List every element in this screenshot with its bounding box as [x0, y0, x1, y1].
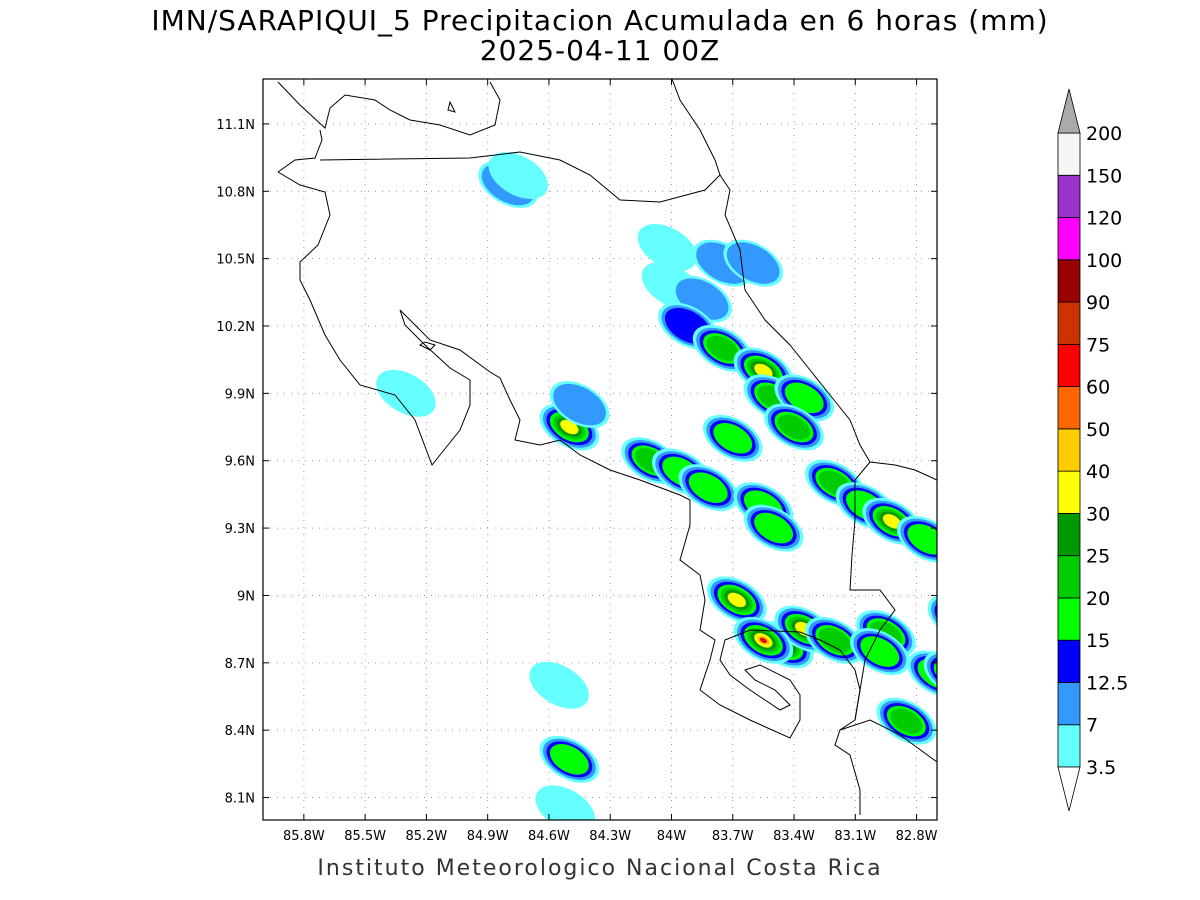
lat-tick-label: 9.9N: [225, 387, 255, 402]
pacific-coast-guanacaste: [277, 171, 861, 815]
colorbar-label: 150: [1086, 165, 1122, 187]
colorbar-segment: [1057, 428, 1081, 472]
colorbar-segment: [1057, 555, 1081, 599]
colorbar-label: 40: [1086, 461, 1110, 483]
coastline-borders: [277, 79, 937, 815]
precip-cell: [784, 382, 824, 414]
colorbar-label: 60: [1086, 377, 1110, 399]
precip-cell: [706, 335, 739, 362]
panama-border: [849, 461, 896, 721]
lat-tick-label: 8.7N: [225, 657, 255, 672]
axis-ticks: 85.8W 85.5W 85.2W 84.9W 84.6W 84.3W 84W 83.7W 83…: [216, 79, 938, 844]
colorbar-segment: [1057, 132, 1081, 176]
lat-tick-label: 8.1N: [225, 792, 255, 807]
lon-tick-label: 85.2W: [405, 829, 447, 844]
precip-cell: [759, 637, 767, 644]
precip-cell: [488, 152, 549, 199]
lat-tick-label: 10.8N: [216, 185, 255, 200]
precip-cell: [860, 636, 900, 667]
lon-tick-label: 85.8W: [283, 829, 325, 844]
map-frame: [262, 78, 938, 821]
colorbar-under-arrow: [1057, 766, 1081, 812]
lat-tick-label: 9.6N: [225, 455, 255, 470]
precipitation-field: [376, 152, 983, 820]
colorbar-segment: [1057, 259, 1081, 303]
colorbar-segment: [1057, 682, 1081, 726]
colorbar-label: 7: [1086, 715, 1098, 737]
colorbar-segment: [1057, 597, 1081, 641]
precip-cell: [927, 594, 937, 642]
colorbar-segment: [1057, 217, 1081, 261]
precip-cell: [754, 512, 794, 544]
lat-tick-label: 9.3N: [225, 522, 255, 537]
lon-tick-label: 84W: [657, 829, 687, 844]
map-title: IMN/SARAPIQUI_5 Precipitacion Acumulada …: [151, 4, 1049, 37]
precip-cell: [688, 472, 728, 503]
colorbar-label: 75: [1086, 334, 1110, 356]
panama-pacific-coast: [839, 719, 937, 763]
colorbar-over-arrow: [1057, 88, 1081, 134]
colorbar-label: 90: [1086, 292, 1110, 314]
colorbar-segment: [1057, 470, 1081, 514]
lon-tick-label: 83.1W: [834, 829, 876, 844]
nicaragua-lake-shore: [277, 81, 501, 136]
precip-cell: [933, 596, 983, 639]
lon-tick-label: 84.3W: [589, 829, 631, 844]
lat-tick-label: 9N: [237, 589, 255, 604]
lat-tick-label: 10.2N: [216, 320, 255, 335]
small-island: [447, 100, 456, 113]
colorbar-segment: [1057, 301, 1081, 345]
nicoya-inner: [418, 341, 436, 351]
colorbar-segment: [1057, 386, 1081, 430]
colorbar-label: 120: [1086, 208, 1122, 230]
colorbar-segment: [1057, 513, 1081, 557]
colorbar-label: 12.5: [1086, 672, 1128, 694]
colorbar-label: 3.5: [1086, 757, 1116, 779]
caribbean-coast: [719, 174, 937, 481]
precip-cell: [818, 627, 851, 653]
lat-tick-label: 11.1N: [216, 118, 255, 133]
precip-cell: [637, 223, 698, 271]
lon-tick-label: 83.4W: [773, 829, 815, 844]
lat-tick-label: 10.5N: [216, 253, 255, 268]
colorbar-label: 15: [1086, 630, 1110, 652]
colorbar-label: 25: [1086, 546, 1110, 568]
lon-tick-label: 84.9W: [467, 829, 509, 844]
precip-cell: [549, 744, 589, 775]
lon-tick-label: 82.8W: [896, 829, 938, 844]
lon-tick-label: 85.5W: [344, 829, 386, 844]
precip-cell: [713, 422, 753, 454]
precip-cell: [529, 661, 589, 709]
precip-cell: [890, 708, 923, 734]
map-gridlines: [263, 79, 937, 820]
precip-cell: [553, 383, 606, 426]
precip-cell: [376, 369, 436, 417]
colorbar: 3.5 7 12.5 15 20 25 30 40 50 60 75 90 100 120 150 200: [1057, 88, 1128, 812]
colorbar-label: 100: [1086, 250, 1122, 272]
precip-cell: [777, 414, 811, 440]
precip-cell: [535, 785, 596, 820]
colorbar-segment: [1057, 174, 1081, 218]
precip-cell: [937, 600, 978, 636]
colorbar-segment: [1057, 724, 1081, 768]
colorbar-label: 30: [1086, 503, 1110, 525]
lat-tick-label: 8.4N: [225, 724, 255, 739]
nicaragua-costa-rica-border: [277, 79, 721, 203]
precip-cell: [727, 592, 747, 608]
map-subtitle-date: 2025-04-11 00Z: [479, 34, 721, 67]
lon-tick-label: 83.7W: [712, 829, 754, 844]
footer-credit: Instituto Meteorologico Nacional Costa R…: [317, 856, 883, 881]
lon-tick-label: 84.6W: [528, 829, 570, 844]
precip-cell: [882, 514, 902, 529]
colorbar-label: 20: [1086, 588, 1110, 610]
colorbar-label: 50: [1086, 419, 1110, 441]
colorbar-label: 200: [1086, 123, 1122, 145]
colorbar-segment: [1057, 639, 1081, 683]
colorbar-segment: [1057, 343, 1081, 388]
